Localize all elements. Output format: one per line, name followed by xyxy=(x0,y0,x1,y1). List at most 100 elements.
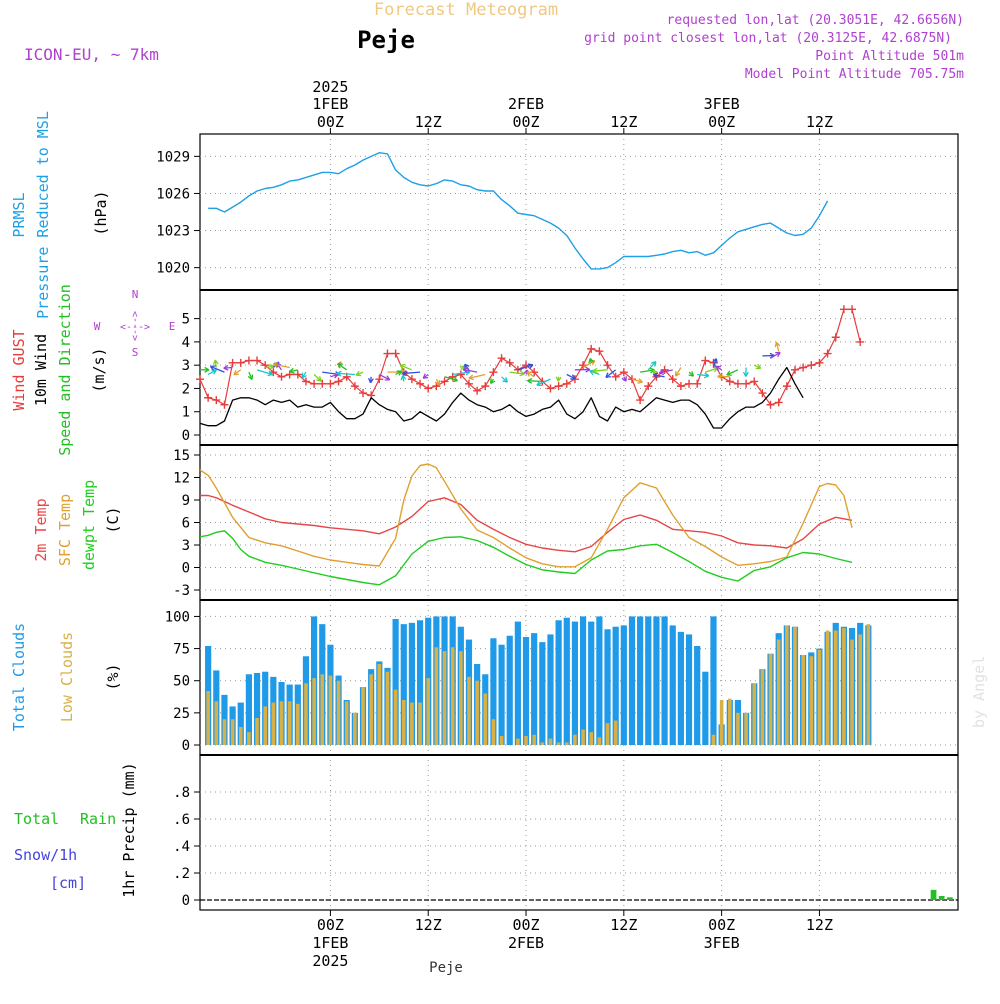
low-cloud-bar xyxy=(752,683,756,745)
low-cloud-bar xyxy=(532,735,536,745)
low-cloud-bar xyxy=(516,739,520,745)
total-cloud-bar xyxy=(507,636,513,745)
low-cloud-bar xyxy=(451,647,455,745)
gust-marker xyxy=(742,380,750,388)
total-cloud-bar xyxy=(670,625,676,745)
gust-marker xyxy=(326,380,334,388)
low-cloud-bar xyxy=(223,719,227,745)
y-tick-label: 0 xyxy=(182,428,190,444)
low-cloud-bar xyxy=(541,742,545,745)
low-cloud-bar xyxy=(255,718,259,745)
gust-marker xyxy=(489,368,497,376)
low-cloud-bar xyxy=(744,713,748,745)
total-cloud-bar xyxy=(498,645,504,745)
compass-n: N xyxy=(132,288,139,301)
clouds-unit: (%) xyxy=(104,663,122,690)
low-cloud-bar xyxy=(345,701,349,745)
total-cloud-bar xyxy=(653,616,659,745)
gust-line xyxy=(200,309,860,404)
total-cloud-bar xyxy=(523,637,529,745)
low-cloud-bar xyxy=(761,669,765,745)
gust-marker xyxy=(807,361,815,369)
gust-marker xyxy=(253,357,261,365)
plot-layer: 1020102310261029012345-30369121502550751… xyxy=(156,78,958,970)
top-time-label: 1FEB xyxy=(312,95,348,113)
total-cloud-bar xyxy=(702,672,708,745)
low-cloud-bar xyxy=(353,713,357,745)
gust-label: Wind GUST xyxy=(10,329,28,410)
temp2m-line xyxy=(200,496,852,552)
low-cloud-bar xyxy=(557,742,561,745)
low-cloud-bar xyxy=(858,634,862,745)
gust-marker xyxy=(734,380,742,388)
low-cloud-bar xyxy=(206,691,210,745)
gust-marker xyxy=(783,382,791,390)
y-tick-label: 2 xyxy=(182,381,190,397)
model-altitude: Model Point Altitude 705.75m xyxy=(745,67,964,82)
low-cloud-bar xyxy=(231,719,235,745)
bottom-time-label: 3FEB xyxy=(704,934,740,952)
low-cloud-bar xyxy=(818,650,822,745)
low-cloud-bar xyxy=(239,727,243,745)
low-cloud-bar xyxy=(769,654,773,745)
top-time-label: 00Z xyxy=(708,113,735,131)
bottom-time-label: 1FEB xyxy=(312,934,348,952)
low-cloud-bar xyxy=(500,736,504,745)
y-tick-label: 1026 xyxy=(156,186,190,202)
gust-marker xyxy=(604,361,612,369)
gust-marker xyxy=(832,333,840,341)
pressure-subtitle: Pressure Reduced to MSL xyxy=(34,111,52,319)
y-tick-label: 25 xyxy=(173,706,190,722)
gust-marker xyxy=(416,380,424,388)
low-cloud-bar xyxy=(361,687,365,745)
low-cloud-bar xyxy=(369,674,373,745)
bottom-time-label: 12Z xyxy=(610,916,637,934)
top-time-label: 00Z xyxy=(317,113,344,131)
gust-marker xyxy=(840,305,848,313)
pressure-label: PRMSL xyxy=(10,192,28,237)
low-cloud-bar xyxy=(524,736,528,745)
bottom-time-label: 12Z xyxy=(415,916,442,934)
direction-label: Speed and Direction xyxy=(56,284,74,456)
gust-marker xyxy=(237,359,245,367)
low-cloud-bar xyxy=(793,627,797,745)
gust-marker xyxy=(791,366,799,374)
compass-we-arrows: <---> xyxy=(120,322,150,333)
low-cloud-bar xyxy=(394,690,398,745)
total-cloud-bar xyxy=(556,620,562,745)
gust-marker xyxy=(335,377,343,385)
low-cloud-bar xyxy=(867,624,871,745)
low-cloud-bar xyxy=(736,713,740,745)
low-cloud-bar xyxy=(288,701,292,745)
gust-marker xyxy=(856,338,864,346)
total-cloud-bar xyxy=(645,616,651,745)
panel-frame xyxy=(200,755,958,910)
low-cloud-bar xyxy=(712,735,716,745)
credit: by Angel xyxy=(970,656,988,728)
gust-marker xyxy=(587,345,595,353)
gust-marker xyxy=(693,380,701,388)
snow-unit: [cm] xyxy=(50,874,86,892)
total-cloud-bar xyxy=(621,625,627,745)
bottom-time-label: 00Z xyxy=(512,916,539,934)
y-tick-label: 3 xyxy=(182,538,190,554)
gust-marker xyxy=(685,380,693,388)
total-cloud-bar xyxy=(637,616,643,745)
rain-bar xyxy=(939,896,945,900)
low-cloud-bar xyxy=(443,651,447,745)
bottom-time-label: 2025 xyxy=(312,952,348,970)
temp-unit: (C) xyxy=(104,506,122,533)
low-cloud-bar xyxy=(801,655,805,745)
bottom-time-label: 00Z xyxy=(317,916,344,934)
low-cloud-bar xyxy=(378,664,382,745)
total-cloud-bar xyxy=(686,634,692,745)
y-tick-label: 0 xyxy=(182,738,190,754)
gust-marker xyxy=(775,398,783,406)
y-tick-label: 0 xyxy=(182,893,190,909)
y-tick-label: 15 xyxy=(173,448,190,464)
low-cloud-bar xyxy=(459,651,463,745)
low-cloud-bar xyxy=(386,672,390,745)
low-cloud-bar xyxy=(215,701,219,745)
y-tick-label: 5 xyxy=(182,312,190,328)
